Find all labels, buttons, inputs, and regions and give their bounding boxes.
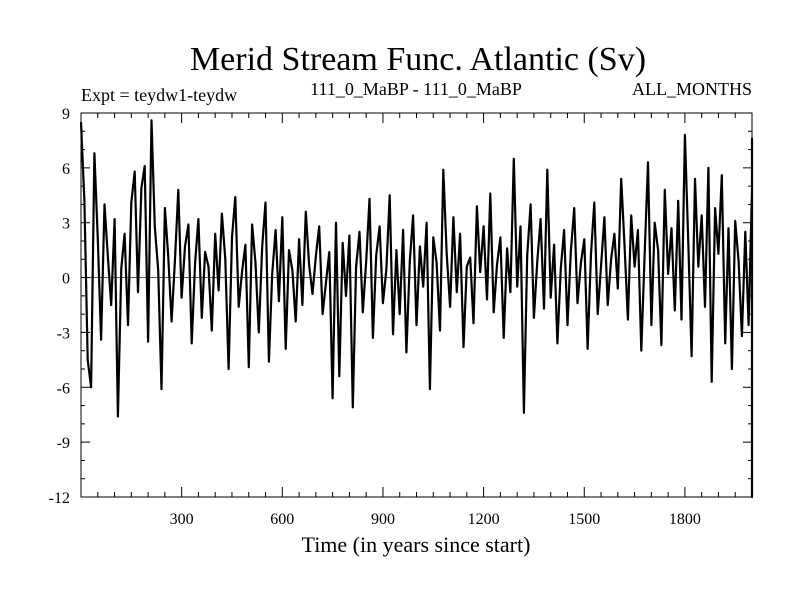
chart-title: Merid Stream Func. Atlantic (Sv) bbox=[190, 41, 646, 78]
series-line bbox=[79, 119, 754, 499]
y-tick-label: 9 bbox=[62, 106, 70, 123]
x-tick-label: 1500 bbox=[568, 511, 600, 528]
x-axis-ticks: 300 600 900 1200 1500 1800 bbox=[170, 113, 701, 528]
x-tick-label: 1200 bbox=[468, 511, 500, 528]
x-axis-label: Time (in years since start) bbox=[302, 532, 531, 557]
chart-subtitle-right: ALL_MONTHS bbox=[632, 79, 752, 99]
x-tick-label: 900 bbox=[371, 511, 395, 528]
y-tick-label: -12 bbox=[49, 490, 70, 507]
y-tick-label: -9 bbox=[57, 435, 70, 452]
x-tick-label: 600 bbox=[270, 511, 294, 528]
y-tick-label: 0 bbox=[62, 271, 70, 288]
y-tick-label: 3 bbox=[62, 216, 70, 233]
chart-subtitle-left: Expt = teydw1-teydw bbox=[81, 85, 237, 105]
y-tick-label: -3 bbox=[57, 325, 70, 342]
x-tick-label: 300 bbox=[170, 511, 194, 528]
y-tick-label: -6 bbox=[57, 380, 70, 397]
chart-subtitle-center: 111_0_MaBP - 111_0_MaBP bbox=[310, 79, 522, 99]
x-tick-label: 1800 bbox=[669, 511, 701, 528]
y-tick-label: 6 bbox=[62, 161, 70, 178]
